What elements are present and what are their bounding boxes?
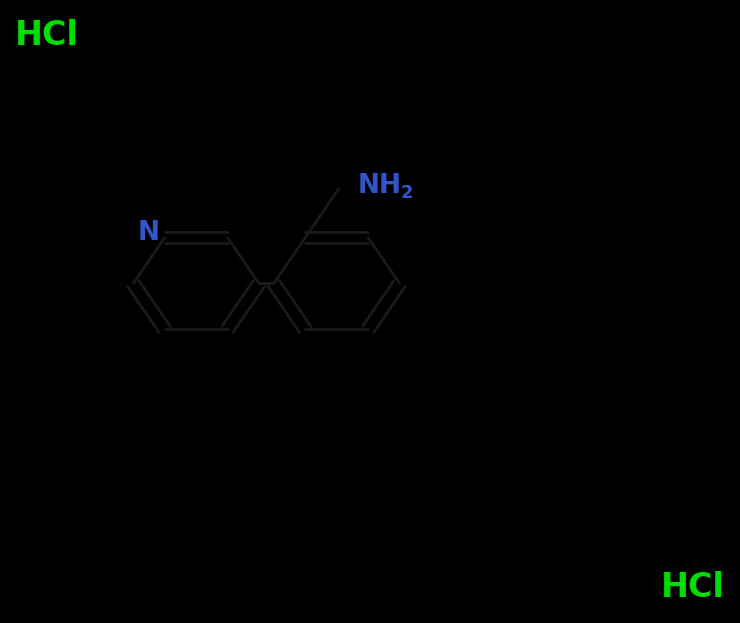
Text: N: N — [138, 220, 159, 245]
Text: 2: 2 — [401, 184, 414, 202]
Text: HCl: HCl — [15, 19, 78, 52]
Text: HCl: HCl — [662, 571, 725, 604]
Text: NH: NH — [357, 173, 401, 199]
